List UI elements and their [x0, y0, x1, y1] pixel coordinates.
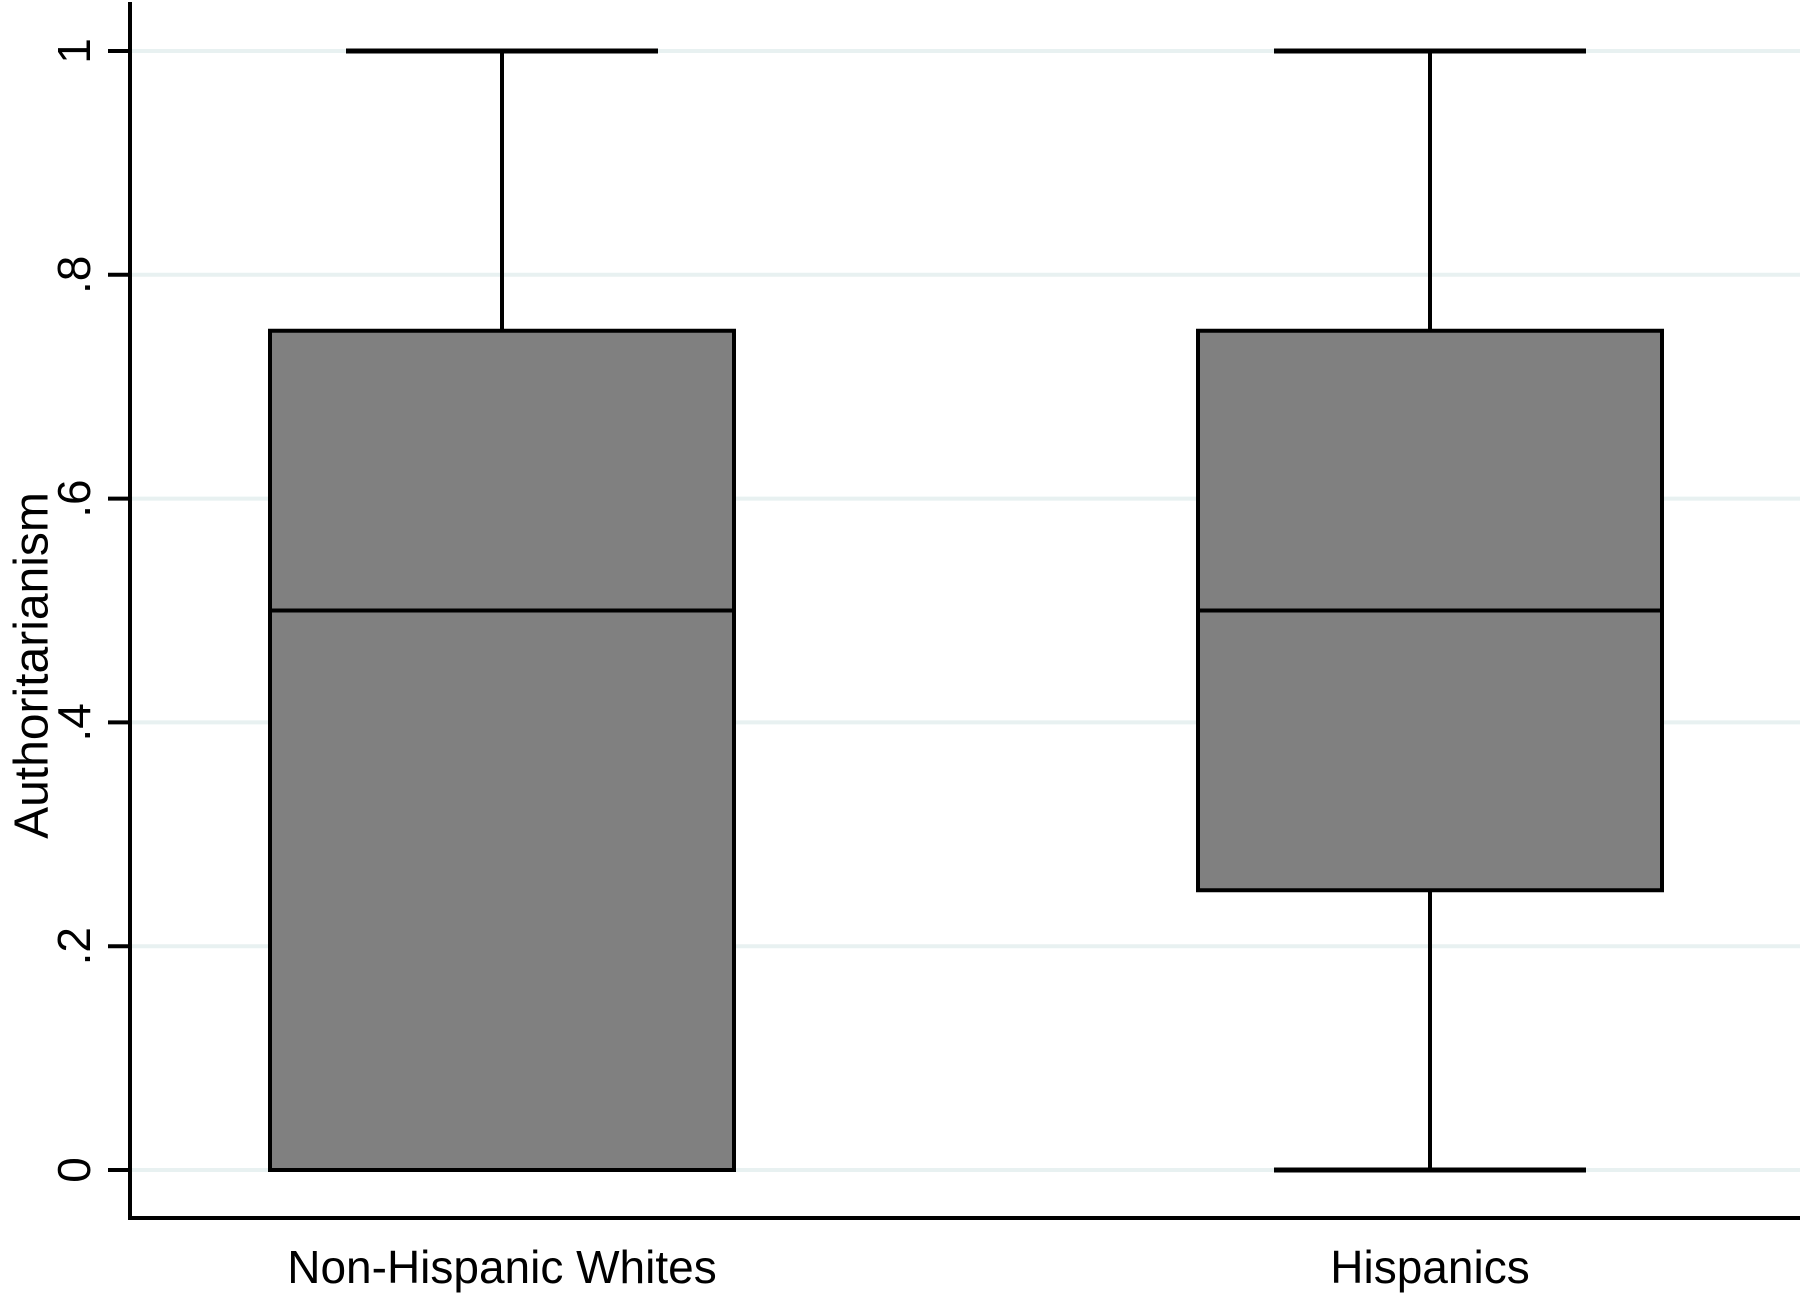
y-tick-label-.6: .6	[48, 479, 100, 517]
y-tick-label-.2: .2	[48, 927, 100, 965]
y-tick-label-.8: .8	[48, 256, 100, 294]
y-tick-label-.4: .4	[48, 703, 100, 741]
y-axis-title: Authoritarianism	[6, 492, 59, 839]
box-non-hispanic-whites	[268, 328, 736, 1172]
y-tick-label-0: 0	[48, 1157, 100, 1183]
y-tick-label-1: 1	[48, 38, 100, 64]
category-label-hispanics: Hispanics	[1330, 1241, 1529, 1293]
category-label-non-hispanic-whites: Non-Hispanic Whites	[287, 1241, 716, 1293]
